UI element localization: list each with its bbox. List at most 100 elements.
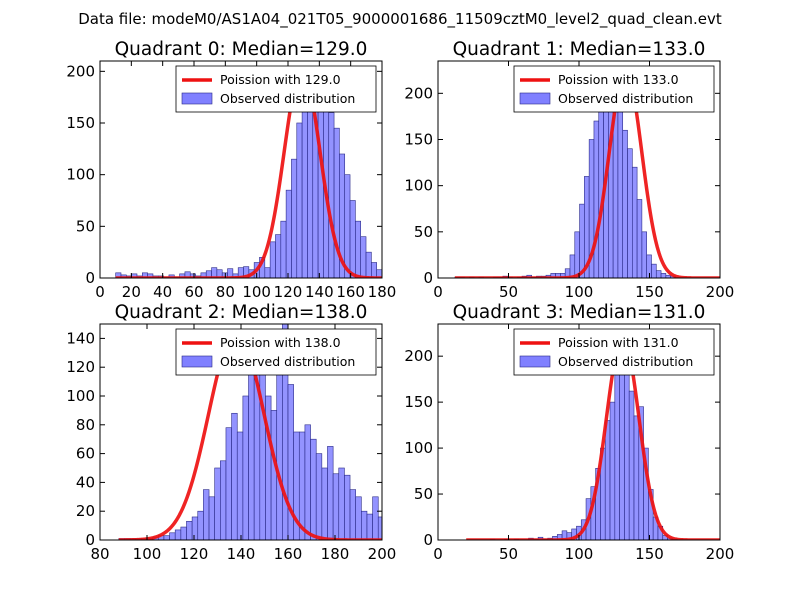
- x-tick-label: 80: [90, 545, 109, 563]
- histogram-bar: [236, 431, 244, 540]
- x-tick-label: 160: [274, 545, 303, 563]
- plot-area-3: [465, 335, 720, 540]
- histogram-bar: [231, 412, 238, 540]
- histogram-bar: [372, 496, 379, 540]
- x-tick-label: 120: [180, 545, 209, 563]
- subplot-quadrant-1: 0 50 100 150 200 0 50 100 150 200 Quadrant 1: Medi…: [404, 39, 734, 301]
- y-tick-label: 150: [404, 393, 433, 411]
- x-tick-label: 150: [635, 545, 664, 563]
- subplot-quadrant-0: 0 20 40 60 80 100 120 140 160 180050100150200Quad…: [66, 39, 396, 301]
- x-tick-label: 140: [305, 283, 334, 301]
- legend-bar-swatch: [181, 355, 213, 368]
- histogram-bar: [633, 415, 640, 540]
- histogram-bar: [304, 424, 311, 540]
- legend-line-label: Poission with 131.0: [558, 335, 679, 350]
- histogram-bar: [291, 158, 298, 278]
- subplot-quadrant-3: 0 50 100 150 200 0 50 100 150 200 Quadrant 3: Medi…: [404, 302, 734, 563]
- y-tick-label: 40: [76, 473, 95, 491]
- x-tick-label: 140: [227, 545, 256, 563]
- histogram-bar: [344, 474, 351, 540]
- subplot-title: Quadrant 0: Median=129.0: [115, 39, 368, 60]
- histogram-bar: [214, 467, 221, 540]
- x-tick-label: 0: [433, 283, 443, 301]
- histogram-bar: [579, 203, 585, 278]
- y-tick-label: 60: [76, 445, 95, 463]
- histogram-bar: [307, 91, 314, 278]
- x-tick-label: 200: [706, 283, 735, 301]
- histogram-bar: [296, 122, 303, 278]
- subplot-quadrant-2: 80 100 120 140 160 180 200 0 20 40 60 80 100 120 140 Qu…: [66, 302, 397, 563]
- histogram-bar: [628, 390, 635, 540]
- histogram-bar: [377, 516, 382, 540]
- y-tick-label: 150: [404, 130, 433, 148]
- histogram-bar: [270, 410, 278, 540]
- y-tick-label: 0: [85, 269, 95, 287]
- x-tick-label: 80: [216, 283, 235, 301]
- y-tick-label: 100: [404, 439, 433, 457]
- y-tick-label: 50: [414, 223, 433, 241]
- plot-area-2: [117, 324, 382, 540]
- histogram-bar: [641, 231, 647, 278]
- legend-bar-label: Observed distribution: [220, 354, 355, 369]
- x-tick-label: 180: [321, 545, 350, 563]
- histogram-bar: [227, 268, 234, 278]
- histogram-bar: [169, 532, 176, 540]
- x-tick-label: 0: [95, 283, 105, 301]
- x-tick-label: 40: [153, 283, 172, 301]
- histogram-bar: [197, 510, 204, 540]
- subplot-title: Quadrant 1: Median=133.0: [453, 39, 706, 60]
- x-tick-label: 0: [433, 545, 443, 563]
- histogram-bar: [355, 220, 361, 278]
- histogram-bar: [332, 473, 340, 540]
- histogram-bar: [242, 395, 249, 540]
- histogram-bar: [355, 496, 362, 540]
- x-tick-label: 160: [336, 283, 365, 301]
- y-tick-label: 100: [66, 387, 95, 405]
- y-tick-label: 100: [404, 177, 433, 195]
- legend-box: [513, 328, 715, 376]
- x-tick-label: 20: [122, 283, 141, 301]
- x-tick-label: 100: [133, 545, 162, 563]
- histogram-bar: [269, 241, 276, 278]
- y-tick-label: 120: [66, 358, 95, 376]
- histogram-bar: [301, 107, 308, 278]
- histogram-bar: [617, 93, 624, 278]
- histogram-bar: [360, 236, 367, 278]
- legend-bar-swatch: [519, 355, 551, 368]
- histogram-bar: [208, 496, 215, 540]
- plot-area-0: [114, 66, 382, 278]
- histogram-bar: [614, 366, 620, 540]
- legend-bar-label: Observed distribution: [558, 354, 693, 369]
- poisson-curve: [465, 335, 720, 540]
- x-tick-label: 100: [242, 283, 271, 301]
- poisson-curve: [454, 68, 720, 278]
- histogram-bar: [310, 438, 317, 540]
- y-tick-label: 140: [66, 329, 95, 347]
- y-tick-label: 0: [423, 269, 433, 287]
- histogram-bar: [321, 467, 328, 540]
- histogram-bar: [609, 401, 616, 540]
- x-tick-label: 120: [274, 283, 303, 301]
- histogram-bar: [180, 526, 187, 540]
- figure-suptitle: Data file: modeM0/AS1A04_021T05_90000016…: [78, 10, 722, 29]
- histogram-bar: [660, 273, 667, 278]
- histogram-bar: [365, 251, 372, 278]
- y-tick-label: 200: [404, 84, 433, 102]
- y-tick-label: 0: [85, 531, 95, 549]
- histogram-bar: [186, 520, 193, 540]
- histogram-bar: [619, 355, 625, 540]
- x-tick-label: 200: [368, 545, 397, 563]
- y-tick-label: 80: [76, 416, 95, 434]
- histogram-bar: [651, 263, 657, 278]
- histogram-bar: [349, 489, 356, 540]
- x-tick-label: 200: [706, 545, 735, 563]
- histogram-bar: [191, 516, 199, 540]
- histogram-bar: [174, 529, 182, 540]
- histogram-bar: [285, 189, 292, 278]
- histogram-bar: [655, 270, 662, 278]
- histogram-bar: [315, 453, 323, 540]
- y-tick-label: 200: [66, 62, 95, 80]
- y-tick-label: 50: [76, 217, 95, 235]
- poisson-curve: [114, 66, 382, 278]
